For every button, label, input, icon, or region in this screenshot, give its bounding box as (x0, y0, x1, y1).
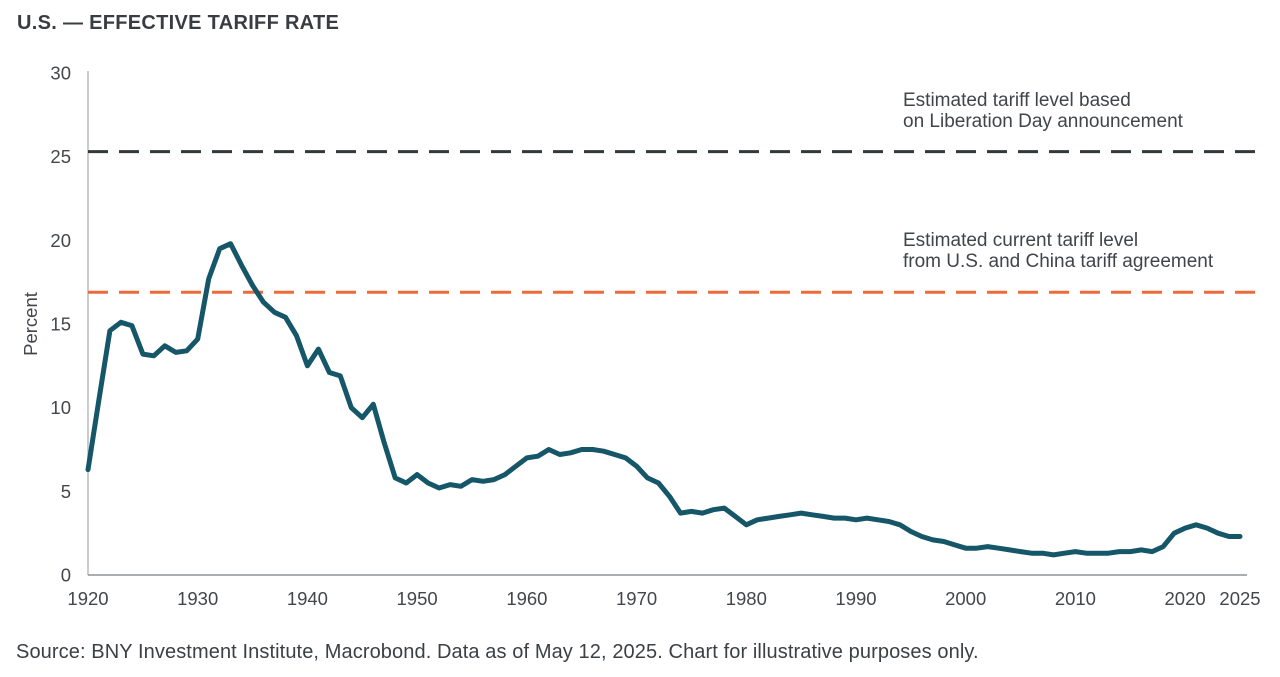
y-tick-label: 10 (50, 397, 71, 418)
x-tick-label: 1960 (506, 588, 547, 609)
x-tick-label: 1930 (177, 588, 218, 609)
reference-dashed-lines (88, 150, 1258, 294)
data-series (85, 241, 1243, 558)
y-tick-label: 30 (50, 63, 71, 84)
x-tick-label: 1950 (397, 588, 438, 609)
annotation-liberation-line2: on Liberation Day announcement (903, 111, 1183, 132)
y-tick-label: 25 (50, 146, 71, 167)
x-tick-label: 2020 (1165, 588, 1206, 609)
source-attribution: Source: BNY Investment Institute, Macrob… (16, 641, 979, 663)
x-tick-label: 1970 (616, 588, 657, 609)
y-tick-label: 15 (50, 314, 71, 335)
y-tick-label: 5 (61, 481, 71, 502)
x-tick-label: 1980 (726, 588, 767, 609)
x-tick-label: 1990 (835, 588, 876, 609)
annotation-liberation-line1: Estimated tariff level based (903, 90, 1131, 111)
x-tick-label: 1920 (67, 588, 108, 609)
x-tick-label: 1940 (287, 588, 328, 609)
annotation-current-line1: Estimated current tariff level (903, 230, 1139, 251)
annotation-current-tariff: Estimated current tariff level from U.S.… (903, 230, 1213, 272)
effective-tariff-rate-line (85, 241, 1243, 558)
y-tick-label: 0 (61, 565, 71, 586)
y-tick-label: 20 (50, 230, 71, 251)
y-axis-title: Percent (20, 292, 41, 356)
x-tick-label: 2025 (1219, 588, 1260, 609)
annotation-liberation-day: Estimated tariff level based on Liberati… (903, 90, 1183, 132)
x-tick-labels: 1920 1930 1940 1950 1960 1970 1980 1990 2000 2010… (67, 588, 1260, 609)
x-tick-label: 2010 (1055, 588, 1096, 609)
y-tick-labels: 0 5 10 15 20 25 30 (50, 63, 71, 586)
annotation-current-line2: from U.S. and China tariff agreement (903, 251, 1214, 272)
chart-title: U.S. — EFFECTIVE TARIFF RATE (17, 12, 340, 34)
x-tick-label: 2000 (945, 588, 986, 609)
